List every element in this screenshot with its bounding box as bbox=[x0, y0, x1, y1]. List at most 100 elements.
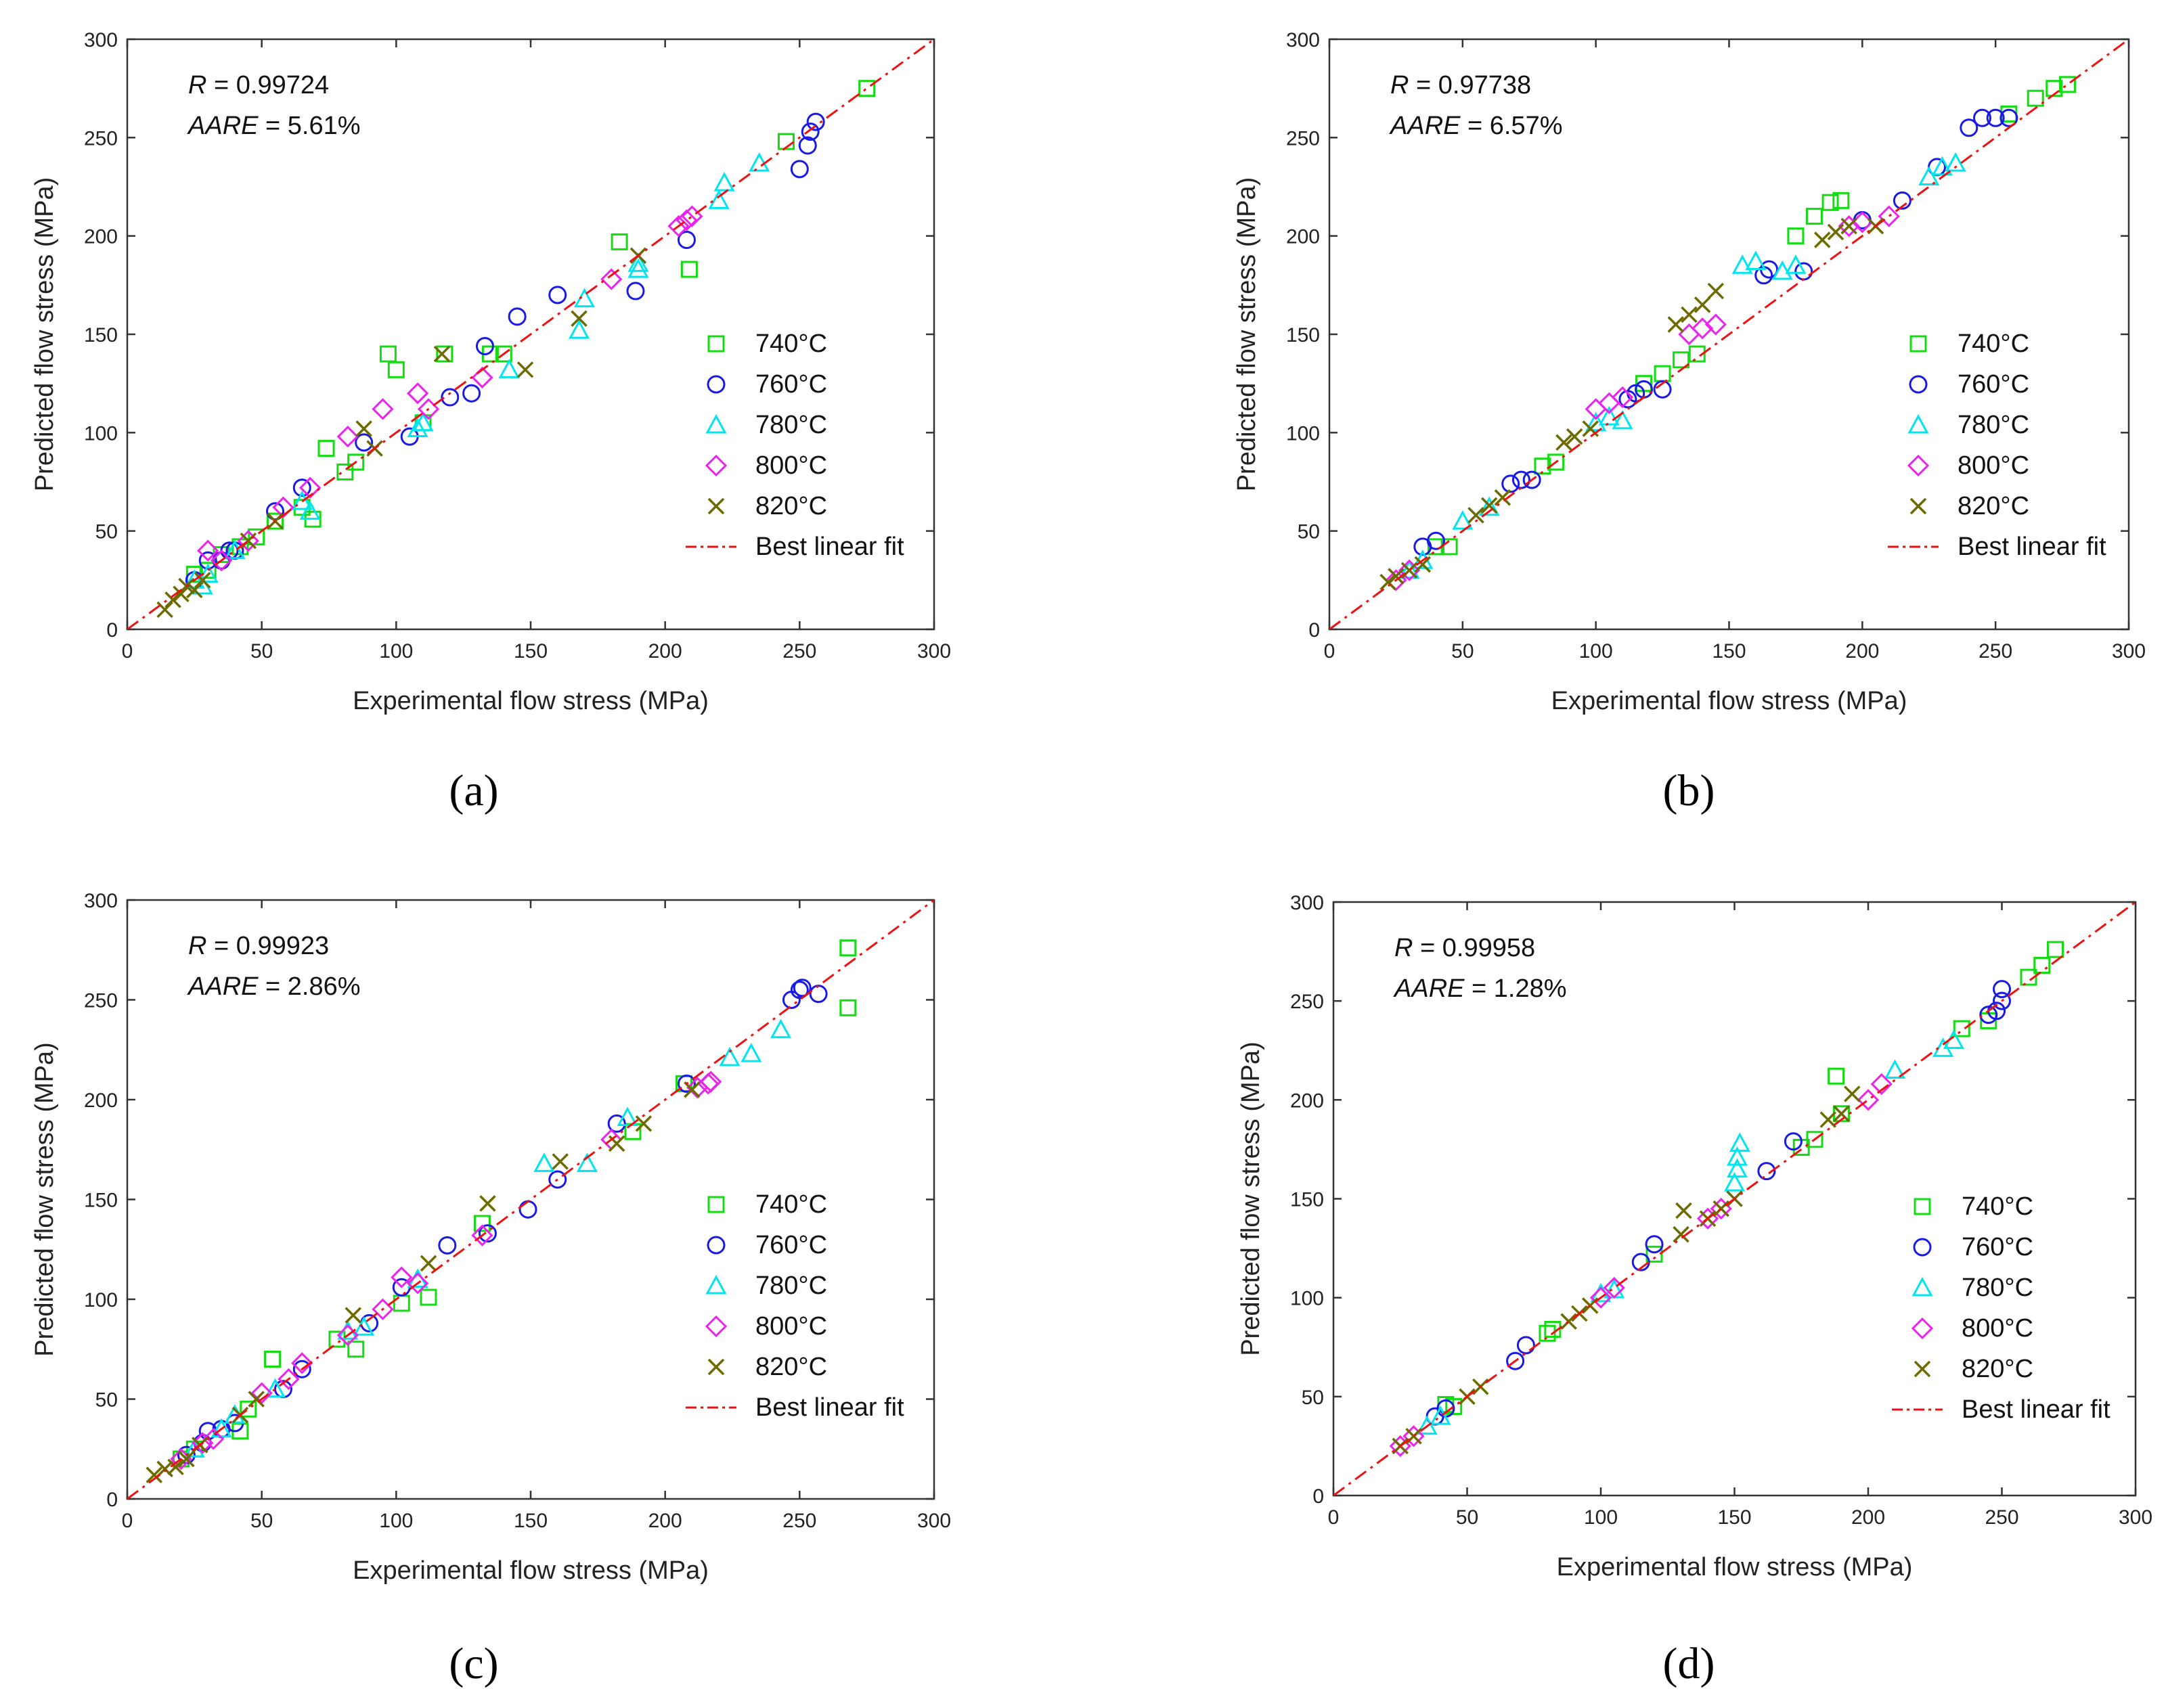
data-point-820 bbox=[1833, 1105, 1850, 1123]
data-point-800 bbox=[1398, 559, 1421, 581]
data-point-740 bbox=[2046, 80, 2063, 97]
data-point-740 bbox=[2033, 957, 2051, 974]
data-point-780 bbox=[1884, 1059, 1906, 1079]
data-point-800 bbox=[278, 1368, 300, 1391]
data-point-800 bbox=[237, 530, 259, 552]
data-point-740 bbox=[858, 80, 876, 97]
data-point-740 bbox=[1427, 538, 1444, 556]
legend-entry: Best linear fit bbox=[1962, 1395, 2110, 1424]
y-tick-label: 250 bbox=[1286, 127, 1320, 150]
data-point-760 bbox=[1522, 470, 1541, 489]
y-tick-label: 0 bbox=[106, 619, 118, 642]
data-point-800 bbox=[291, 1352, 313, 1374]
data-point-800 bbox=[1704, 313, 1727, 336]
data-point-740 bbox=[317, 440, 335, 457]
y-tick-label: 300 bbox=[84, 890, 118, 912]
y-axis-title: Predicted flow stress (MPa) bbox=[1237, 1041, 1265, 1356]
y-tick-label: 250 bbox=[1290, 991, 1324, 1013]
plot-area bbox=[1329, 39, 2129, 629]
y-tick-label: 150 bbox=[84, 1190, 118, 1212]
data-point-760 bbox=[1501, 474, 1520, 493]
data-point-820 bbox=[146, 1466, 162, 1483]
data-point-820 bbox=[635, 1115, 653, 1132]
data-point-760 bbox=[508, 307, 527, 326]
legend-marker-800 bbox=[1907, 454, 1930, 477]
data-point-800 bbox=[299, 476, 322, 499]
data-point-800 bbox=[372, 1298, 394, 1320]
data-point-740 bbox=[264, 1351, 282, 1368]
x-tick-label: 250 bbox=[1985, 1506, 2018, 1529]
x-tick-label: 0 bbox=[1328, 1506, 1340, 1529]
data-point-820 bbox=[355, 420, 372, 437]
data-point-820 bbox=[1827, 223, 1844, 241]
x-tick-label: 150 bbox=[1712, 640, 1746, 662]
x-tick-label: 300 bbox=[917, 640, 951, 662]
data-point-740 bbox=[2020, 968, 2037, 986]
data-point-760 bbox=[626, 282, 645, 300]
data-point-760 bbox=[1993, 991, 2011, 1010]
y-tick-label: 300 bbox=[1286, 29, 1320, 51]
data-point-800 bbox=[471, 366, 493, 389]
data-point-740 bbox=[199, 562, 217, 579]
legend-entry: 740°C bbox=[755, 1190, 827, 1219]
data-point-740 bbox=[1832, 192, 1850, 209]
legend-entry: 800°C bbox=[1958, 451, 2029, 480]
data-point-760 bbox=[1516, 1336, 1535, 1355]
data-point-780 bbox=[1945, 152, 1966, 172]
legend-marker-820 bbox=[707, 497, 725, 515]
legend-marker-820 bbox=[1914, 1360, 1931, 1378]
y-tick-label: 0 bbox=[106, 1489, 118, 1511]
data-point-800 bbox=[1589, 1286, 1612, 1309]
data-point-760 bbox=[1506, 1351, 1525, 1370]
data-point-780 bbox=[265, 1378, 286, 1398]
data-point-820 bbox=[516, 361, 534, 378]
data-point-760 bbox=[1784, 1132, 1803, 1151]
data-point-760 bbox=[798, 136, 817, 155]
data-point-820 bbox=[1844, 1085, 1861, 1102]
data-point-760 bbox=[292, 1359, 311, 1378]
data-point-760 bbox=[475, 336, 494, 355]
data-point-820 bbox=[571, 310, 588, 327]
data-point-760 bbox=[1986, 108, 2005, 127]
data-point-740 bbox=[436, 345, 454, 363]
x-tick-label: 0 bbox=[122, 1510, 133, 1532]
y-tick-label: 300 bbox=[1290, 892, 1324, 914]
legend-entry: 760°C bbox=[1962, 1233, 2033, 1261]
y-tick-label: 150 bbox=[1290, 1189, 1324, 1211]
data-point-800 bbox=[406, 1272, 429, 1295]
data-point-780 bbox=[627, 252, 649, 272]
legend-marker-800 bbox=[705, 454, 728, 477]
plot-area bbox=[1333, 902, 2136, 1496]
aare-annotation: AARE = 5.61% bbox=[187, 112, 361, 140]
data-point-820 bbox=[420, 1255, 437, 1272]
data-point-780 bbox=[183, 569, 205, 589]
data-point-820 bbox=[248, 1391, 265, 1408]
data-point-820 bbox=[1566, 428, 1583, 445]
x-tick-label: 0 bbox=[122, 640, 133, 662]
data-point-800 bbox=[336, 426, 359, 448]
data-point-820 bbox=[1467, 507, 1484, 524]
data-point-800 bbox=[170, 1447, 192, 1470]
x-tick-label: 200 bbox=[648, 1510, 682, 1532]
data-point-760 bbox=[1972, 108, 1991, 127]
x-tick-label: 300 bbox=[2119, 1506, 2152, 1529]
panel-label: (c) bbox=[449, 1639, 498, 1688]
data-point-780 bbox=[708, 189, 730, 209]
data-point-800 bbox=[336, 1324, 359, 1347]
data-point-760 bbox=[1757, 1162, 1776, 1181]
x-tick-label: 100 bbox=[1584, 1506, 1618, 1529]
data-point-820 bbox=[194, 572, 211, 589]
y-axis-title: Predicted flow stress (MPa) bbox=[30, 1042, 59, 1357]
data-point-760 bbox=[1645, 1235, 1664, 1254]
data-point-820 bbox=[167, 1458, 184, 1476]
data-point-780 bbox=[533, 1152, 555, 1172]
plot-area bbox=[127, 39, 934, 629]
legend-entry: 800°C bbox=[755, 451, 827, 480]
data-point-760 bbox=[478, 1224, 497, 1243]
legend-marker-780 bbox=[1911, 1276, 1933, 1297]
y-tick-label: 50 bbox=[95, 521, 118, 543]
data-point-740 bbox=[611, 233, 628, 250]
aare-annotation: AARE = 2.86% bbox=[187, 972, 361, 1001]
data-point-780 bbox=[749, 152, 770, 172]
data-point-780 bbox=[1452, 510, 1474, 530]
